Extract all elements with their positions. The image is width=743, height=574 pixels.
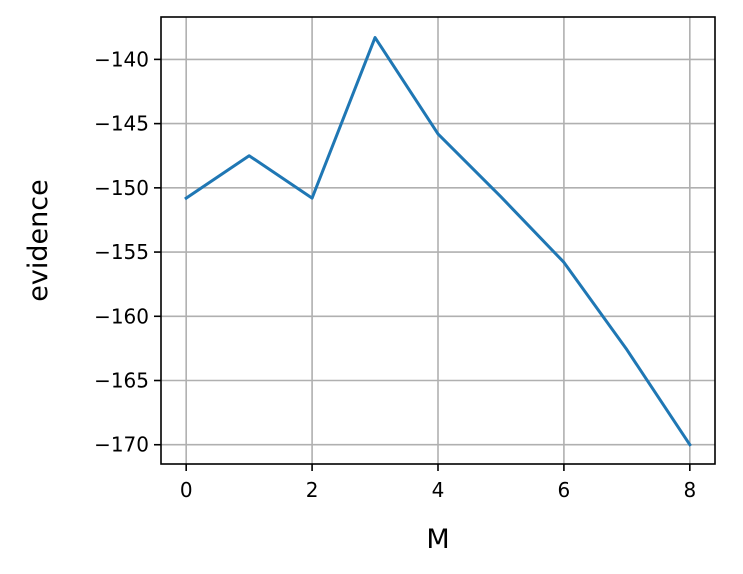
x-axis-title: M <box>426 524 449 555</box>
series-layer <box>184 36 692 447</box>
x-tick-label: 4 <box>432 478 445 502</box>
y-tick-label: −160 <box>94 304 149 328</box>
y-tick-label: −170 <box>94 433 149 457</box>
grid <box>161 17 715 464</box>
y-axis-title: evidence <box>23 179 54 301</box>
x-tick-label: 0 <box>180 478 193 502</box>
y-tick-label: −155 <box>94 240 149 264</box>
x-tick-label: 8 <box>683 478 696 502</box>
x-tick-label: 2 <box>306 478 319 502</box>
y-tick-label: −165 <box>94 369 149 393</box>
ticks: 0 2 4 6 8 −140 −145 −150 −155 −160 −165 −170 <box>94 47 696 502</box>
y-tick-label: −140 <box>94 47 149 71</box>
x-tick-label: 6 <box>558 478 571 502</box>
y-tick-label: −145 <box>94 112 149 136</box>
y-tick-label: −150 <box>94 176 149 200</box>
